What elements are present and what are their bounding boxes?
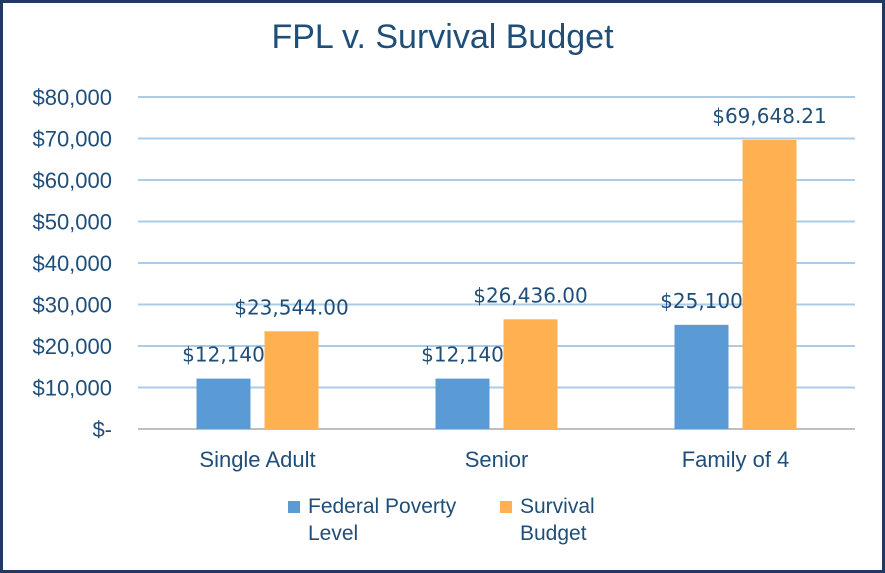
data-label: $23,544.00 [234,295,349,319]
legend-swatch-fpl [288,501,300,513]
legend-swatch-survival [500,501,512,513]
legend: Federal Poverty Level Survival Budget [288,493,630,547]
y-tick-label: $80,000 [32,85,112,110]
y-tick-label: $50,000 [32,210,112,235]
y-tick-label: $- [92,417,112,442]
y-tick-label: $20,000 [32,334,112,359]
bar [435,378,490,429]
x-tick-label: Family of 4 [682,447,790,472]
y-tick-label: $10,000 [32,376,112,401]
chart-title: FPL v. Survival Budget [271,18,614,56]
x-tick-label: Senior [465,447,529,472]
bar [742,139,797,429]
data-label: $26,436.00 [473,283,588,307]
y-tick-label: $40,000 [32,251,112,276]
data-label: $12,140 [421,343,504,367]
legend-label-survival: Survival Budget [520,495,595,545]
bar [264,331,319,429]
x-tick-label: Single Adult [199,447,315,472]
legend-label-fpl: Federal Poverty Level [308,495,457,545]
data-label: $12,140 [182,343,265,367]
y-tick-label: $30,000 [32,293,112,318]
data-label: $25,100 [660,289,743,313]
legend-item-fpl: Federal Poverty Level [288,493,478,547]
bar [196,378,251,429]
y-tick-label: $60,000 [32,168,112,193]
legend-item-survival: Survival Budget [500,493,630,547]
bar [503,319,558,429]
y-tick-label: $70,000 [32,127,112,152]
bar [674,324,729,429]
data-label: $69,648.21 [712,104,827,128]
